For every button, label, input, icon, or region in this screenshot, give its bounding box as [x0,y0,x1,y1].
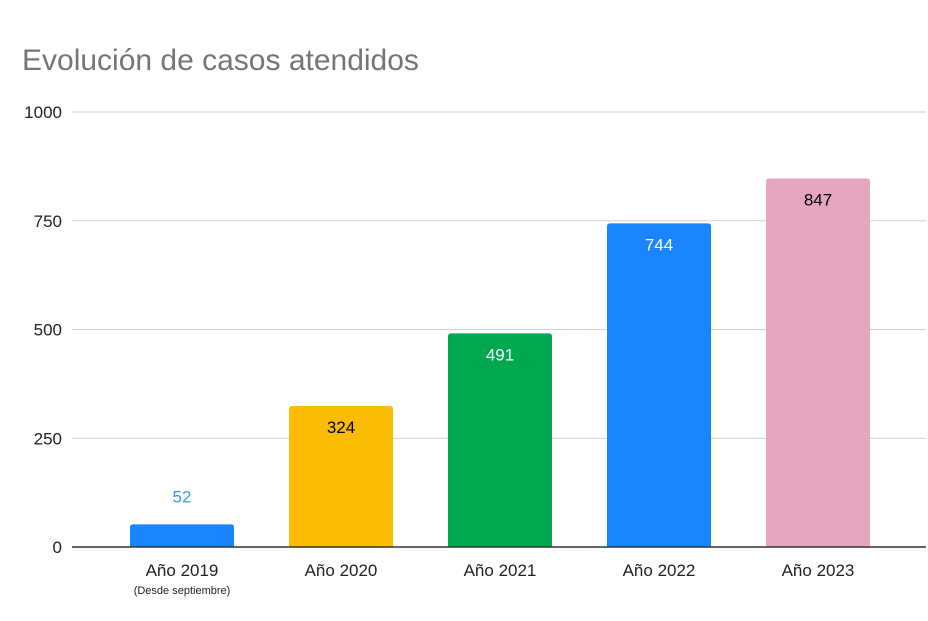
data-label: 491 [486,345,514,364]
bar [289,406,393,547]
x-tick-label: Año 2020 [305,561,378,580]
chart-title: Evolución de casos atendidos [22,44,419,77]
data-label: 324 [327,418,355,437]
bar [766,178,870,547]
y-tick-label: 750 [34,212,62,231]
data-label: 847 [804,191,832,210]
x-tick-label: Año 2019 [146,561,219,580]
x-tick-label: Año 2023 [782,561,855,580]
x-tick-label: Año 2021 [464,561,537,580]
bar [607,223,711,548]
data-label: 744 [645,235,673,254]
y-tick-label: 500 [34,321,62,340]
y-tick-label: 0 [53,538,62,557]
y-tick-label: 1000 [24,103,62,122]
x-tick-sublabel: (Desde septiembre) [134,585,231,597]
data-label: 52 [173,487,192,506]
x-tick-label: Año 2022 [623,561,696,580]
bar [448,333,552,547]
bar [130,524,234,547]
y-tick-label: 250 [34,429,62,448]
